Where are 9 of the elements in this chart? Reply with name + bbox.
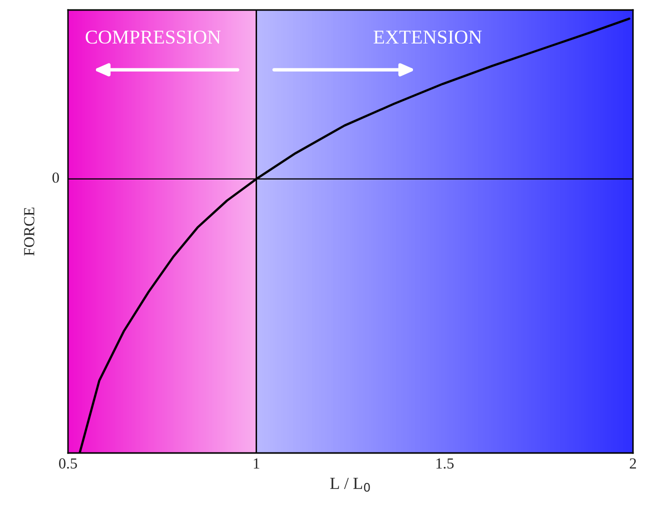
ref-line-label: 0: [52, 172, 59, 183]
x-tick-label: 0.5: [59, 458, 77, 469]
x-tick-label: 2: [630, 458, 636, 468]
x-tick-label: 1.5: [436, 458, 454, 469]
y-axis-title: FORCE: [24, 208, 34, 256]
annotation: COMPRESSION: [86, 30, 221, 44]
annotation: EXTENSION: [374, 30, 482, 44]
x-tick-label: 1: [254, 458, 260, 468]
x-axis-title: L / L$_{0}$: [330, 478, 370, 492]
